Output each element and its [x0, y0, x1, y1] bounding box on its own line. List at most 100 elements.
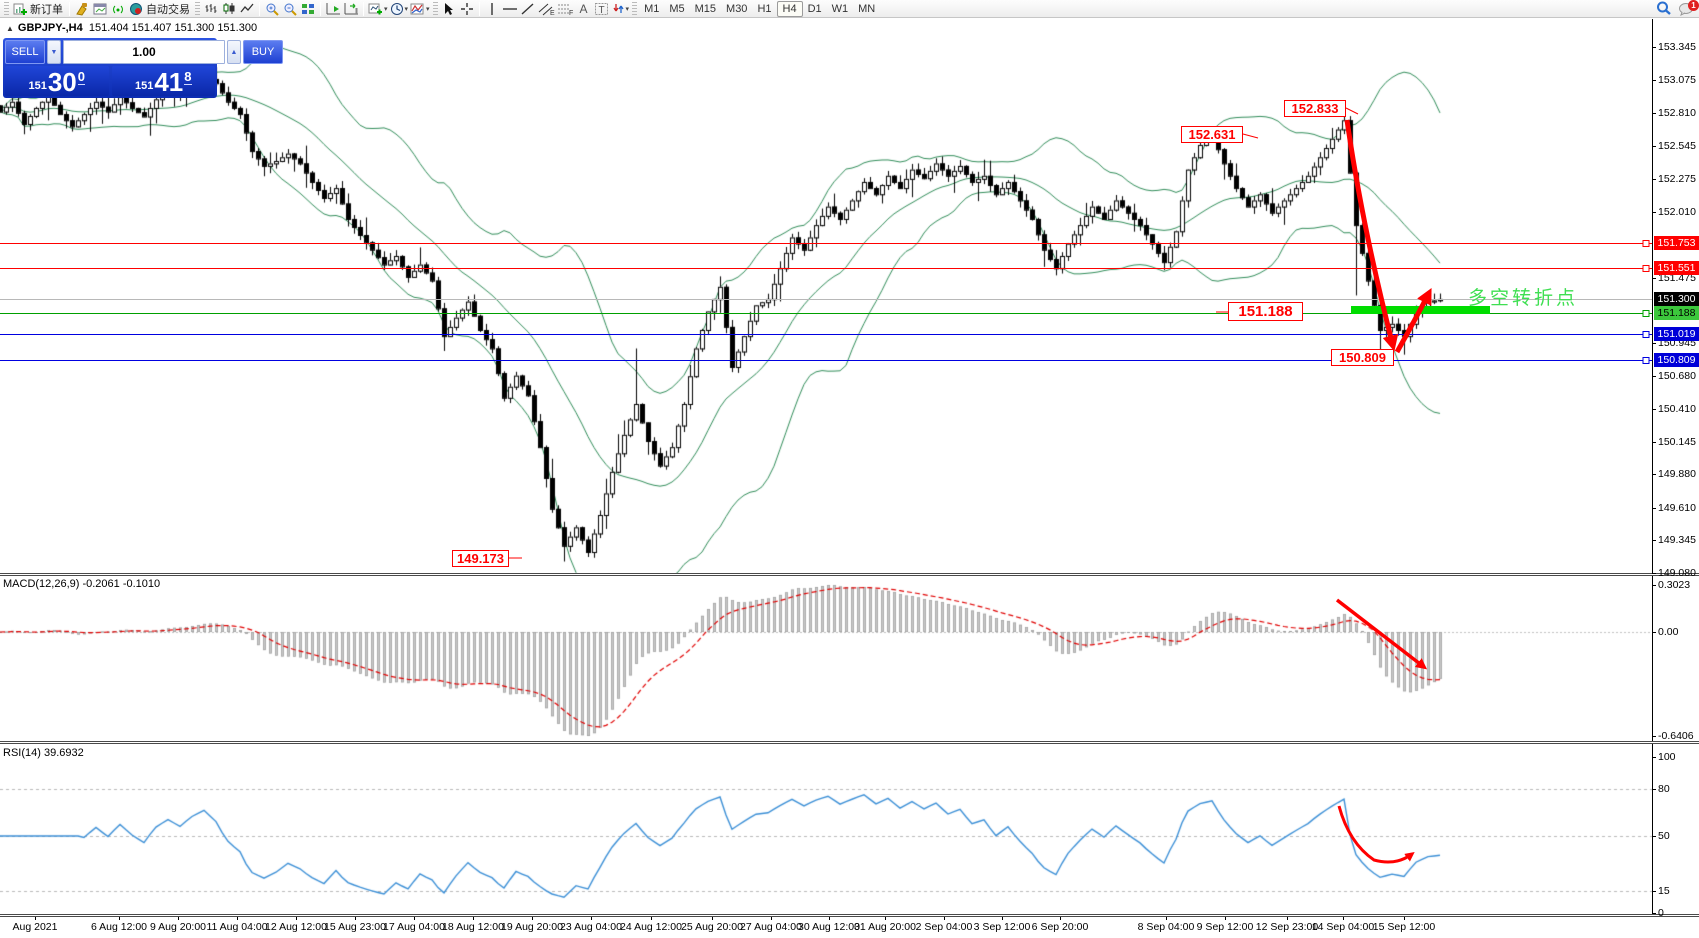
date-label: Aug 2021 — [12, 921, 58, 933]
date-label: 30 Aug 12:00 — [798, 921, 860, 933]
line-chart-mode-button[interactable] — [238, 1, 256, 17]
main-toolbar: 新订单 自动交易 — [0, 0, 1699, 18]
toolbar-separator — [259, 1, 260, 16]
toolbar-separator — [69, 1, 70, 16]
date-label: 9 Aug 20:00 — [149, 921, 207, 933]
date-tick — [414, 917, 415, 920]
timeframe-m15[interactable]: M15 — [694, 2, 717, 15]
new-order-button[interactable] — [11, 1, 29, 17]
date-tick — [355, 917, 356, 920]
profiles-button[interactable] — [389, 1, 410, 17]
text-label-tool-button[interactable]: T — [593, 1, 611, 17]
candlestick-mode-button[interactable] — [220, 1, 238, 17]
date-label: 2 Sep 04:00 — [915, 921, 973, 933]
timeframe-m5[interactable]: M5 — [669, 2, 685, 15]
pane-divider-macd-rsi[interactable] — [0, 741, 1699, 744]
auto-scroll-button[interactable] — [324, 1, 342, 17]
date-label: 17 Aug 04:00 — [383, 921, 445, 933]
volume-increase-button[interactable]: ▲ — [227, 40, 241, 64]
sell-price-pips: 30 — [47, 67, 77, 97]
price-callout-label[interactable]: 152.631 — [1181, 126, 1243, 143]
search-icon — [1657, 1, 1671, 15]
tile-windows-button[interactable] — [299, 1, 317, 17]
text-tool-button[interactable]: A — [579, 1, 588, 16]
timeframe-h1[interactable]: H1 — [757, 2, 772, 15]
buy-price-button[interactable]: 151 41 8 — [111, 66, 215, 96]
date-tick — [119, 917, 120, 920]
zoom-out-button[interactable] — [281, 1, 299, 17]
autotrading-label[interactable]: 自动交易 — [146, 3, 190, 16]
new-order-label[interactable]: 新订单 — [30, 3, 63, 16]
rsi-scale-tick: 0 — [1652, 907, 1699, 919]
sell-button[interactable]: SELL — [5, 40, 45, 64]
timeframe-w1[interactable]: W1 — [831, 2, 849, 15]
horizontal-line-tool-button[interactable] — [501, 1, 519, 17]
price-tick: 153.075 — [1652, 74, 1699, 86]
rsi-scale-tick: 80 — [1652, 783, 1699, 795]
timeframe-h4[interactable]: H4 — [776, 0, 803, 17]
chart-shift-button[interactable] — [342, 1, 360, 17]
date-label: 11 Aug 04:00 — [206, 921, 268, 933]
buy-button[interactable]: BUY — [243, 40, 283, 64]
bar-chart-mode-button[interactable] — [202, 1, 220, 17]
trendline-tool-button[interactable] — [519, 1, 537, 17]
pane-divider-main-macd[interactable] — [0, 573, 1699, 576]
date-tick — [1060, 917, 1061, 920]
timeframe-mn[interactable]: MN — [858, 2, 876, 15]
turning-point-text[interactable]: 多空转折点 — [1468, 288, 1579, 309]
sell-price-button[interactable]: 151 30 0 — [5, 66, 109, 96]
styler-button[interactable] — [73, 1, 91, 17]
price-callout-label[interactable]: 150.809 — [1331, 349, 1394, 366]
signals-button[interactable] — [109, 1, 127, 17]
indicators-button[interactable] — [409, 1, 431, 17]
price-tick: 149.345 — [1652, 534, 1699, 546]
collapse-triangle-icon[interactable]: ▲ — [6, 24, 14, 33]
cursor-tool-button[interactable] — [440, 1, 458, 17]
date-tick — [296, 917, 297, 920]
equidistant-channel-tool-button[interactable]: E — [537, 1, 556, 17]
timeframe-m1[interactable]: M1 — [644, 2, 660, 15]
volume-decrease-button[interactable]: ▼ — [47, 40, 61, 64]
date-label: 15 Sep 12:00 — [1372, 921, 1436, 933]
buy-price-point: 8 — [184, 69, 192, 85]
toolbar-grip — [432, 1, 438, 16]
broom-icon — [76, 2, 87, 16]
timeframe-m30[interactable]: M30 — [726, 2, 748, 15]
level-price-tag: 151.188 — [1654, 305, 1699, 320]
date-label: 18 Aug 12:00 — [442, 921, 504, 933]
price-callout-label[interactable]: 149.173 — [452, 550, 509, 567]
volume-input[interactable] — [63, 40, 225, 64]
date-label: 14 Sep 04:00 — [1311, 921, 1375, 933]
zoom-out-icon — [284, 3, 297, 16]
arrows-tool-button[interactable] — [611, 1, 631, 17]
candlestick-icon — [223, 3, 235, 14]
vertical-line-tool-button[interactable] — [483, 1, 501, 17]
chart-header: ▲ GBPJPY-,H4 151.404 151.407 151.300 151.… — [6, 22, 257, 34]
date-tick — [178, 917, 179, 920]
search-button[interactable] — [1655, 1, 1673, 17]
notifications-button[interactable]: 1 — [1677, 0, 1699, 17]
trade-panel-controls: SELL ▼ ▲ BUY — [5, 40, 283, 64]
toolbar-grip — [4, 1, 9, 16]
date-tick — [591, 917, 592, 920]
zoom-in-button[interactable] — [263, 1, 281, 17]
new-chart-button[interactable] — [367, 1, 389, 17]
timeframe-group: M1 M5 M15 M30 H1 H4 D1 W1 MN — [639, 0, 880, 17]
rsi-scale-tick: 100 — [1652, 751, 1699, 763]
price-tick: 150.410 — [1652, 403, 1699, 415]
price-callout-label[interactable]: 151.188 — [1228, 302, 1303, 321]
history-center-button[interactable] — [91, 1, 109, 17]
price-callout-label[interactable]: 152.833 — [1284, 100, 1346, 117]
timeframe-d1[interactable]: D1 — [807, 2, 822, 15]
date-tick — [771, 917, 772, 920]
fibonacci-tool-button[interactable]: F — [556, 1, 575, 17]
pane-divider-rsi-dates — [0, 914, 1699, 917]
new-chart-icon — [368, 3, 382, 14]
level-price-tag: 151.551 — [1654, 261, 1699, 276]
horizontal-line-icon — [502, 7, 517, 10]
crosshair-tool-button[interactable] — [458, 1, 476, 17]
arrow-shapes-icon — [613, 4, 624, 13]
autotrading-button[interactable] — [127, 1, 145, 17]
price-tick: 153.345 — [1652, 41, 1699, 53]
